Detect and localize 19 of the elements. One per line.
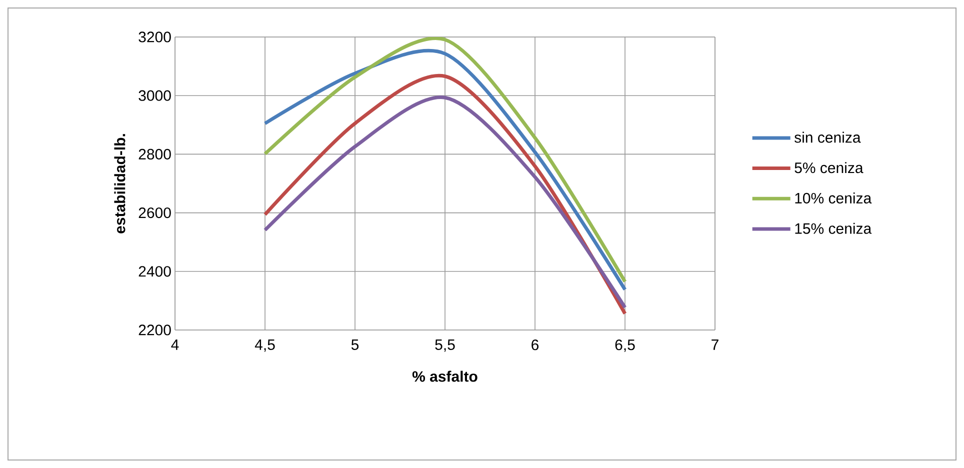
legend-label: 5% ceniza [794,162,864,174]
legend-label: 10% ceniza [795,192,872,204]
x-tick-label: 5,5 [435,340,455,352]
legend-label: sin ceniza [794,132,861,143]
x-tick-label: 6 [532,340,539,350]
y-tick-label: 2400 [138,266,171,277]
x-tick-label: 4,5 [254,340,275,352]
x-tick-label: 5 [351,340,359,350]
x-tick-label: 4 [171,340,179,350]
x-tick-label: 6,5 [615,340,635,352]
y-tick-label: 3000 [138,90,171,101]
y-tick-label: 2200 [138,324,171,336]
y-axis-title: estabilidad-lb. [114,134,126,234]
y-tick-label: 2800 [138,148,171,160]
legend-label: 15% ceniza [795,222,872,234]
x-axis-title: % asfalto [412,370,478,382]
x-tick-label: 7 [712,340,718,350]
y-tick-label: 3200 [138,32,171,42]
y-tick-label: 2600 [138,207,171,218]
